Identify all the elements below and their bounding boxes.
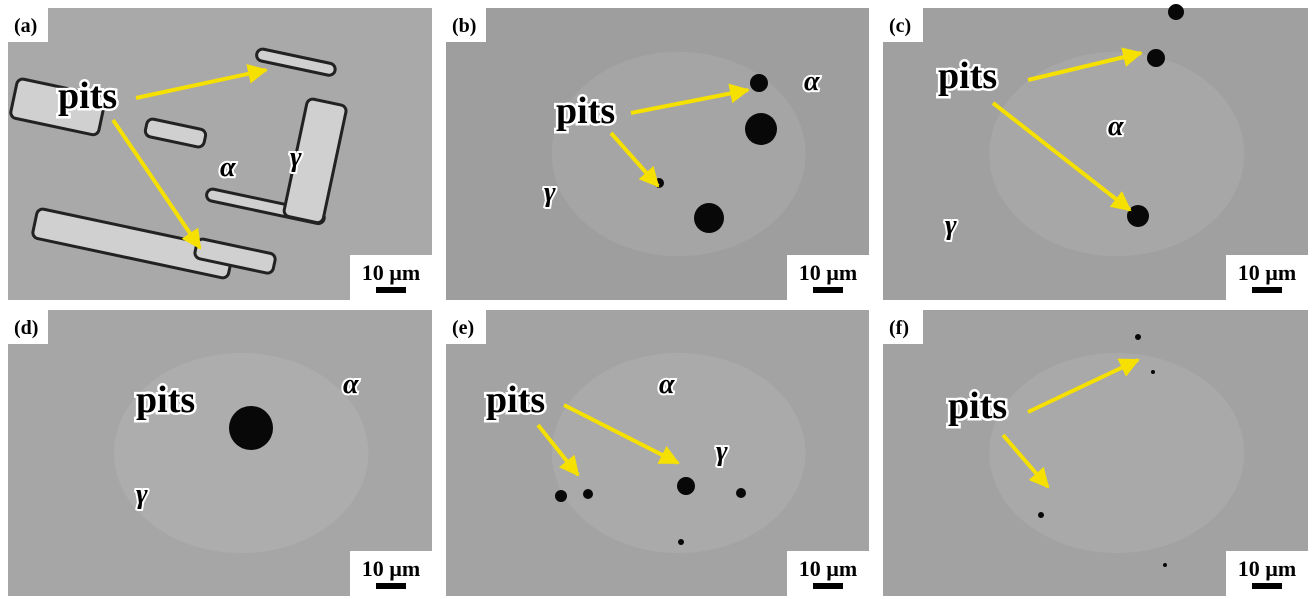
pits-label: pits (136, 379, 195, 421)
pit (677, 477, 695, 495)
pit (678, 539, 684, 545)
scale-bar (1252, 287, 1282, 293)
pit (694, 203, 724, 233)
pit (229, 406, 273, 450)
panel-label: (d) (14, 317, 38, 339)
phase-region (989, 52, 1244, 256)
phase-region (989, 353, 1244, 553)
scale-bar (1252, 583, 1282, 589)
pits-label: pits (938, 55, 997, 97)
pits-label: pits (486, 379, 545, 421)
pit (1135, 334, 1141, 340)
pit (583, 489, 593, 499)
pit (750, 74, 768, 92)
scale-bar (376, 287, 406, 293)
alpha-label: α (220, 152, 236, 183)
pit (555, 490, 567, 502)
gamma-label: γ (716, 436, 728, 467)
panel: (e) pits α γ 10 µm (446, 310, 869, 596)
pit (736, 488, 746, 498)
pit (1038, 512, 1044, 518)
panel-label: (e) (452, 317, 474, 339)
scale-text: 10 µm (1238, 556, 1297, 581)
alpha-label: α (804, 66, 820, 97)
pit (1168, 4, 1184, 20)
pit (745, 113, 777, 145)
gamma-label: γ (945, 210, 957, 241)
phase-region (552, 353, 806, 553)
panel-label: (b) (452, 15, 476, 37)
scale-text: 10 µm (1238, 260, 1297, 285)
pit (1163, 563, 1167, 567)
scale-bar (813, 287, 843, 293)
alpha-label: α (659, 369, 675, 400)
scale-bar (376, 583, 406, 589)
gamma-label: γ (544, 177, 556, 208)
scale-text: 10 µm (799, 260, 858, 285)
scale-text: 10 µm (362, 556, 421, 581)
panel-label: (c) (889, 15, 911, 37)
gamma-label: γ (290, 142, 302, 173)
gamma-label: γ (136, 479, 148, 510)
alpha-label: α (343, 369, 359, 400)
scale-bar (813, 583, 843, 589)
pits-label: pits (58, 75, 117, 117)
scale-text: 10 µm (362, 260, 421, 285)
panel: (b) pits α γ 10 µm (446, 8, 869, 300)
panel-label: (a) (14, 15, 37, 37)
panel: (c) pits α γ 10 µm (883, 4, 1308, 300)
panel: (f) pits 10 µm (883, 310, 1308, 596)
pits-label: pits (948, 385, 1007, 427)
scale-text: 10 µm (799, 556, 858, 581)
panel: (d) pits α γ 10 µm (8, 310, 432, 596)
panel-label: (f) (889, 317, 909, 339)
panel: (a) pits α γ 10 µm (8, 8, 432, 300)
figure: (a) pits α γ 10 µm (b) pits α γ 10 µm (c) pits α γ 10 … (0, 0, 1312, 599)
alpha-label: α (1108, 111, 1124, 142)
pit (1147, 49, 1165, 67)
pit (1151, 370, 1155, 374)
pits-label: pits (556, 90, 615, 132)
